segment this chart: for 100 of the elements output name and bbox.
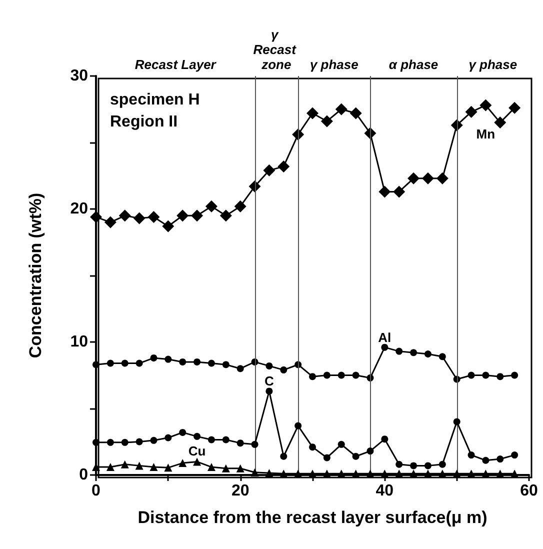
point	[164, 464, 172, 472]
point	[309, 444, 316, 451]
point	[251, 440, 258, 448]
series-label: C	[264, 374, 275, 389]
series-label: Cu	[188, 444, 206, 459]
point	[179, 358, 186, 366]
point	[396, 460, 403, 468]
point	[350, 107, 362, 120]
y-tick-label: 30	[70, 68, 88, 84]
point	[438, 460, 446, 468]
point	[178, 459, 187, 468]
point	[263, 164, 276, 176]
point	[422, 172, 434, 184]
point	[482, 470, 490, 478]
point	[335, 103, 348, 116]
point	[338, 372, 345, 379]
point	[496, 470, 504, 478]
x-axis-title: Distance from the recast layer surface(μ m)	[138, 508, 488, 527]
point	[118, 210, 131, 222]
y-tick-label: 10	[70, 334, 88, 350]
point	[234, 200, 246, 212]
point	[191, 210, 204, 222]
point	[511, 372, 518, 379]
point	[90, 210, 102, 223]
x-tick-label: 0	[92, 482, 101, 500]
point	[352, 470, 360, 478]
text: γ phase	[468, 57, 518, 72]
point	[378, 186, 391, 198]
point	[236, 464, 244, 472]
text: Recast Layer	[134, 57, 217, 72]
point	[135, 462, 144, 470]
x-tick-label: 20	[231, 482, 250, 500]
point	[424, 470, 432, 478]
point	[120, 460, 129, 468]
point	[133, 212, 146, 224]
x-tick-label: 60	[520, 482, 538, 500]
point	[222, 464, 230, 472]
point	[410, 462, 418, 470]
point	[438, 470, 446, 478]
point	[222, 361, 230, 368]
point	[380, 470, 389, 478]
point	[323, 372, 330, 379]
point	[468, 372, 475, 379]
point	[494, 116, 506, 129]
point	[496, 456, 504, 463]
point	[106, 360, 114, 367]
point	[438, 353, 446, 360]
point	[323, 454, 330, 462]
point	[207, 463, 216, 472]
point	[104, 216, 116, 228]
point	[208, 436, 215, 444]
text: γ phase	[310, 57, 358, 72]
point	[121, 360, 128, 367]
point	[381, 436, 388, 443]
point	[280, 452, 288, 460]
point	[222, 436, 230, 444]
point	[352, 452, 360, 460]
series-label: Mn	[476, 126, 496, 142]
point	[208, 360, 215, 367]
point	[280, 470, 288, 478]
point	[496, 373, 504, 380]
point	[482, 372, 490, 379]
point	[194, 432, 201, 440]
text: α phase	[388, 57, 438, 72]
point	[194, 358, 201, 366]
text: γ Recast zone	[253, 27, 300, 72]
point	[393, 186, 406, 198]
point	[482, 456, 490, 464]
point	[164, 356, 172, 363]
point	[308, 470, 316, 478]
y-tick-label: 20	[70, 200, 88, 218]
point	[294, 470, 302, 478]
point	[164, 434, 172, 442]
y-tick-label: 0	[79, 466, 88, 484]
point	[150, 354, 158, 362]
annotation: specimen H	[110, 92, 200, 108]
point	[162, 220, 174, 232]
point	[366, 470, 374, 478]
point	[436, 172, 448, 184]
point	[322, 470, 331, 478]
point	[136, 438, 143, 446]
point	[381, 344, 388, 351]
point	[338, 440, 345, 448]
point	[280, 366, 288, 374]
point	[148, 210, 160, 223]
point	[176, 210, 189, 222]
point	[309, 373, 316, 380]
point	[396, 348, 403, 355]
point	[424, 350, 432, 358]
point	[205, 200, 218, 212]
series-label: Al	[378, 330, 392, 345]
point	[236, 440, 244, 447]
point	[236, 365, 244, 372]
point	[410, 470, 418, 478]
point	[250, 468, 259, 476]
point	[453, 418, 460, 426]
point	[106, 463, 114, 472]
point	[424, 462, 432, 470]
point	[511, 452, 518, 459]
point	[480, 99, 492, 112]
